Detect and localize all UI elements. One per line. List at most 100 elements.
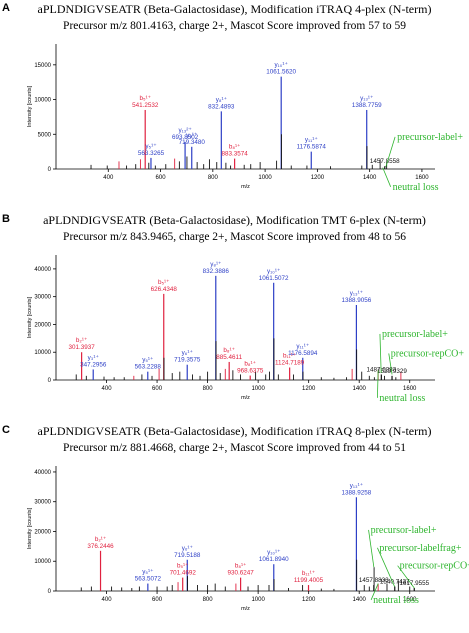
y-tick-label: 30000 — [34, 295, 51, 301]
annotation-label: neutral loss — [393, 182, 439, 193]
annotation-pointer — [370, 583, 379, 601]
peak-ion-label: y₆¹⁺ — [182, 545, 193, 552]
peak-mz-label: 1617.9555 — [399, 580, 429, 587]
x-tick-label: 1000 — [251, 386, 265, 392]
peak-ion-label: b₈¹⁺ — [235, 563, 247, 570]
peak-mz-label: 563.3265 — [138, 150, 165, 157]
panel-letter: C — [2, 424, 10, 436]
peak-mz-label: 1061.5072 — [259, 275, 289, 282]
peak-mz-label: 968.6375 — [237, 368, 264, 375]
peak-ion-label: y₅¹⁺ — [142, 357, 153, 364]
peak-mz-label: 1176.5894 — [288, 350, 318, 357]
peak-ion-label: b₈¹⁺ — [244, 361, 256, 368]
peak-ion-label: y₅¹⁺ — [145, 143, 156, 150]
peak-ion-label: y₈¹⁺ — [210, 261, 221, 268]
peak-ion-label: y₁₃¹⁺ — [360, 95, 373, 102]
peak-ion-label: b₁₁¹⁺ — [283, 353, 296, 360]
annotation-pointer — [382, 167, 392, 187]
x-tick-label: 1600 — [415, 175, 429, 181]
peak-mz-label: 1540.7437 — [380, 579, 410, 586]
x-tick-label: 1200 — [302, 386, 316, 392]
peak-ion-label: y₆¹⁺ — [186, 132, 197, 139]
peak-mz-label: 563.5072 — [135, 576, 162, 583]
annotation-label: precursor-repCO+ — [400, 561, 469, 572]
annotation-label: precursor-label+ — [382, 329, 448, 340]
peak-ion-label: y₃¹⁺ — [88, 354, 99, 361]
peak-mz-label: 832.4893 — [208, 103, 235, 110]
x-tick-label: 600 — [152, 386, 163, 392]
spectrum-chart: 0 10000 20000 30000 40000 400 600 800 1000 1200 14… — [27, 466, 469, 612]
peak-mz-label: 347.2956 — [80, 361, 107, 368]
peak-mz-label: 1457.8558 — [370, 158, 400, 165]
x-tick-label: 1600 — [403, 597, 417, 603]
annotation-pointer — [377, 547, 395, 587]
y-axis-label: Intensity [counts] — [27, 507, 33, 549]
peak-mz-label: 1388.7759 — [352, 102, 382, 109]
x-tick-label: 1600 — [403, 386, 417, 392]
peak-mz-label: 1529.9329 — [377, 368, 407, 375]
y-tick-label: 20000 — [34, 529, 51, 535]
peak-mz-label: 930.6247 — [227, 570, 254, 577]
peak-ion-label: y₁₁¹⁺ — [296, 343, 309, 350]
peak-ion-label: y₁₁¹⁺ — [305, 137, 318, 144]
annotation-label: precursor-repCO+ — [391, 348, 465, 359]
peak-mz-label: 563.2288 — [135, 364, 162, 371]
annotation-label: precursor-label+ — [397, 132, 463, 143]
peak-mz-label: 885.4611 — [216, 354, 242, 361]
annotation-label: precursor-labelfrag+ — [379, 543, 461, 554]
annotation-pointer — [385, 136, 396, 168]
spectrum-chart: 0 10000 20000 30000 40000 400 600 800 1000 1200 14… — [27, 255, 465, 404]
peak-ion-label: y₁₀¹⁺ — [267, 268, 280, 275]
y-tick-label: 20000 — [34, 322, 51, 328]
panel-b: B aPLDNDIGVSEATR (Beta-Galactosidase), M… — [0, 211, 469, 422]
y-axis-label: Intensity [counts] — [27, 296, 33, 338]
y-tick-label: 10000 — [34, 350, 51, 356]
peak-ion-label: b₅¹⁺ — [177, 563, 188, 570]
panel-c: C aPLDNDIGVSEATR (Beta-Galactosidase), M… — [0, 422, 469, 633]
peak-mz-label: 301.3937 — [68, 344, 95, 351]
annotation-pointer — [397, 565, 415, 589]
peak-ion-label: b₁₁¹⁺ — [302, 570, 315, 577]
peak-ion-label: y₆¹⁺ — [182, 350, 193, 357]
x-tick-label: 800 — [208, 175, 219, 181]
peak-mz-label: 626.4348 — [151, 286, 178, 293]
x-tick-label: 400 — [102, 597, 113, 603]
annotation-label: precursor-label+ — [371, 525, 437, 536]
annotation-pointer — [377, 370, 379, 398]
peak-ion-label: y₁₃¹⁺ — [350, 290, 363, 297]
x-tick-label: 1400 — [353, 597, 367, 603]
annotation-pointer — [379, 333, 382, 374]
peak-mz-label: 1061.8940 — [259, 556, 289, 563]
x-axis-label: m/z — [241, 395, 250, 401]
peak-ion-label: b₈¹⁺ — [223, 347, 235, 354]
panel-a: A aPLDNDIGVSEATR (Beta-Galactosidase), M… — [0, 0, 469, 211]
spectrum-chart: 0 5000 10000 15000 400 600 800 1000 1200 1400 1600… — [27, 44, 463, 193]
x-tick-label: 400 — [103, 175, 114, 181]
peak-mz-label: 1487.6283 — [366, 366, 396, 373]
peak-mz-label: 719.5188 — [174, 552, 201, 559]
peak-mz-label: 1199.4005 — [294, 577, 324, 584]
y-tick-label: 5000 — [38, 132, 52, 138]
x-axis-label: m/z — [241, 184, 250, 190]
peak-ion-label: y₅¹⁺ — [142, 569, 153, 576]
x-tick-label: 1000 — [251, 597, 265, 603]
panel-letter: A — [2, 2, 10, 14]
x-tick-label: 1200 — [302, 597, 316, 603]
peak-ion-label: b₂¹⁺ — [95, 536, 106, 543]
x-tick-label: 800 — [203, 386, 214, 392]
peak-mz-label: 541.2532 — [132, 102, 159, 109]
x-tick-label: 1000 — [258, 175, 272, 181]
annotation-label: neutral loss — [373, 595, 419, 606]
peak-mz-label: 1388.9056 — [342, 297, 372, 304]
x-tick-label: 400 — [102, 386, 113, 392]
peak-mz-label: 1457.8833 — [359, 577, 389, 584]
peak-mz-label: 1176.5874 — [297, 144, 327, 151]
peak-mz-label: 883.3574 — [221, 151, 248, 158]
x-tick-label: 800 — [203, 597, 214, 603]
peak-mz-label: 693.8502 — [172, 134, 199, 141]
peak-ion-label: b₅¹⁺ — [158, 279, 169, 286]
panel-title: aPLDNDIGVSEATR (Beta-Galactosidase), Mod… — [37, 2, 432, 16]
peak-ion-label: b₈¹⁺ — [229, 144, 241, 151]
x-tick-label: 1400 — [363, 175, 377, 181]
annotation-label: neutral loss — [379, 393, 425, 404]
